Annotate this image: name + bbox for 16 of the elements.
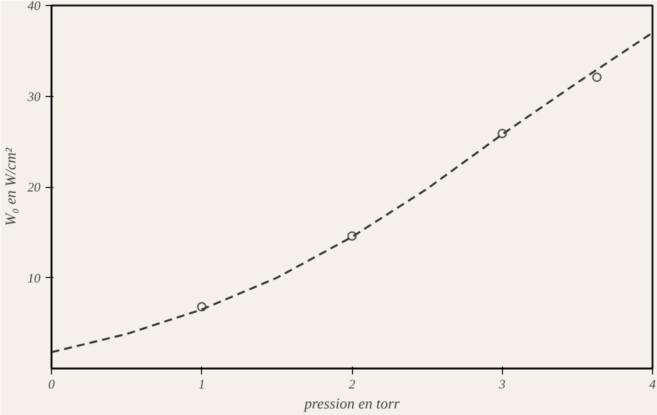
point xyxy=(592,72,602,82)
x-axis-title: pression en torr xyxy=(303,396,400,412)
x-tick-label: 0 xyxy=(48,376,56,392)
y-tick-label: 40 xyxy=(28,0,41,13)
x-tick-label: 1 xyxy=(198,376,205,392)
x-tick-label: 2 xyxy=(348,376,356,392)
x-tick-label: 4 xyxy=(649,376,656,392)
x-tick-label: 3 xyxy=(498,376,506,392)
point xyxy=(197,302,206,312)
point xyxy=(347,231,357,241)
y-tick-label: 30 xyxy=(26,88,41,104)
line-series xyxy=(52,32,652,354)
y-tick-label: 10 xyxy=(28,270,41,286)
point xyxy=(498,128,507,138)
y-tick-label: 20 xyxy=(28,180,41,194)
y-axis-title: W₀ en W/cm² xyxy=(4,147,20,226)
